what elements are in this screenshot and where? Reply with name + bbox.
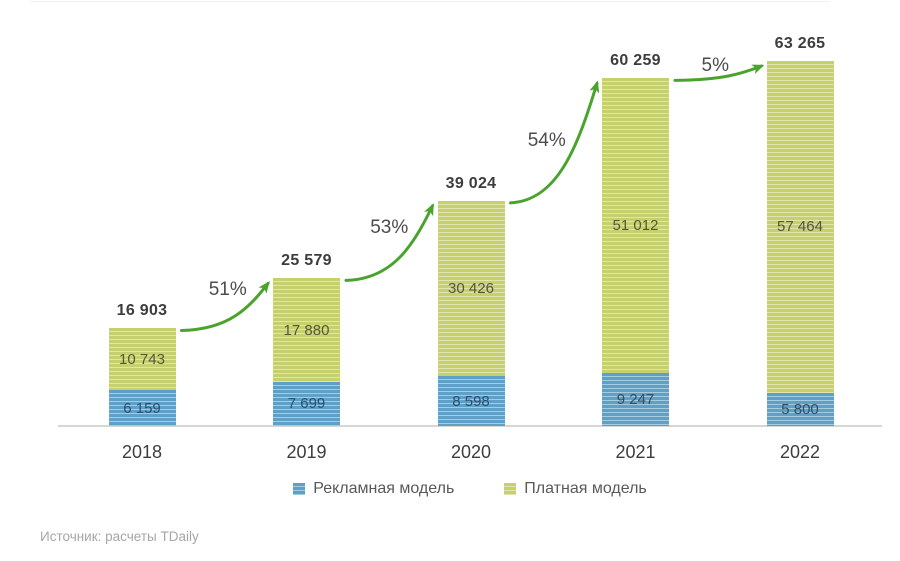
legend-item-paid: Платная модель xyxy=(504,480,647,498)
segment-value-advertising: 9 247 xyxy=(616,390,655,408)
segment-value-advertising: 7 699 xyxy=(287,395,326,413)
source-note: Источник: расчеты TDaily xyxy=(40,529,199,544)
bar-segment-paid-2022: 57 464 xyxy=(766,61,834,393)
segment-value-advertising: 6 159 xyxy=(123,399,161,417)
segment-value-paid: 17 880 xyxy=(283,321,330,339)
bar-total-label-2021: 60 259 xyxy=(610,52,661,70)
segment-value-advertising: 8 598 xyxy=(452,392,490,410)
bar-total-label-2019: 25 579 xyxy=(281,252,332,270)
x-axis-label-2021: 2021 xyxy=(615,442,656,462)
growth-percent-label-0: 51% xyxy=(208,278,247,300)
growth-percent-label-3: 5% xyxy=(701,55,729,77)
legend: Рекламная модель Платная модель xyxy=(58,480,882,498)
legend-item-advertising: Рекламная модель xyxy=(293,480,454,498)
bar-segment-advertising-2022: 5 800 xyxy=(766,392,834,426)
bar-segment-advertising-2018: 6 159 xyxy=(108,390,176,426)
bar-segment-paid-2018: 10 743 xyxy=(108,328,176,391)
segment-value-paid: 10 743 xyxy=(119,350,165,368)
x-axis-label-2020: 2020 xyxy=(450,442,492,462)
bar-total-label-2018: 16 903 xyxy=(116,302,168,320)
segment-value-paid: 51 012 xyxy=(612,216,659,234)
segment-value-advertising: 5 800 xyxy=(781,400,819,418)
bar-total-label-2022: 63 265 xyxy=(774,35,826,52)
bar-segment-advertising-2021: 9 247 xyxy=(602,372,669,426)
bar-segment-advertising-2019: 7 699 xyxy=(273,381,340,426)
legend-swatch-paid xyxy=(504,483,517,495)
x-axis-label-2018: 2018 xyxy=(121,442,163,462)
segment-value-paid: 30 426 xyxy=(448,280,494,298)
legend-swatch-advertising xyxy=(293,483,306,495)
bar-total-label-2020: 39 024 xyxy=(445,174,497,192)
growth-percent-label-2: 54% xyxy=(527,130,566,152)
bar-segment-advertising-2020: 8 598 xyxy=(437,376,505,426)
segment-value-paid: 57 464 xyxy=(777,218,823,236)
legend-label-advertising: Рекламная модель xyxy=(313,480,455,497)
top-divider xyxy=(30,1,830,2)
x-axis-label-2022: 2022 xyxy=(779,442,821,462)
bar-segment-paid-2019: 17 880 xyxy=(273,278,340,382)
growth-percent-label-1: 53% xyxy=(370,217,409,239)
bar-segment-paid-2020: 30 426 xyxy=(437,200,505,377)
bar-segment-paid-2021: 51 012 xyxy=(602,78,669,373)
x-axis-line xyxy=(58,425,882,427)
x-axis-label-2019: 2019 xyxy=(286,442,327,462)
legend-label-paid: Платная модель xyxy=(524,480,647,497)
